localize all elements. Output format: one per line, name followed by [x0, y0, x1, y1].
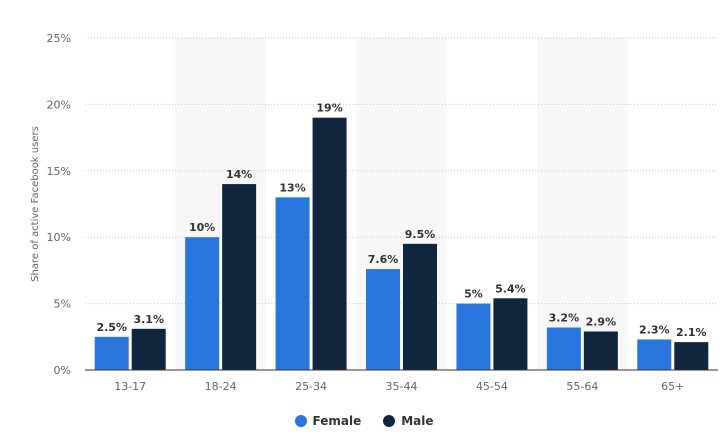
y-tick-label: 5%	[54, 298, 71, 311]
bar-female-13-17[interactable]	[94, 336, 129, 370]
bar-male-65+[interactable]	[674, 342, 709, 370]
x-tick-label: 35-44	[386, 380, 418, 393]
y-tick-labels: 0% 5% 10% 15% 20% 25%	[47, 32, 71, 377]
y-tick-label: 0%	[54, 364, 71, 377]
data-label: 10%	[189, 221, 215, 234]
data-label: 3.2%	[549, 312, 580, 325]
x-tick-label: 25-34	[295, 380, 327, 393]
bar-female-35-44[interactable]	[366, 269, 400, 370]
data-label: 7.6%	[368, 253, 399, 266]
data-labels: 2.5% 3.1% 10% 14% 13% 19% 7.6% 9.5% 5% 5.4% 3.2% 2.…	[96, 102, 706, 339]
x-tick-label: 65+	[661, 380, 684, 393]
bar-male-55-64[interactable]	[583, 331, 618, 370]
x-tick-label: 18-24	[205, 380, 237, 393]
data-label: 13%	[279, 181, 305, 194]
data-label: 2.3%	[639, 323, 670, 336]
category-bands	[175, 38, 628, 370]
legend-marker-female	[294, 415, 307, 427]
data-label: 2.5%	[96, 321, 127, 334]
bar-female-25-34[interactable]	[275, 197, 310, 370]
legend-item-male[interactable]: Male	[383, 414, 434, 428]
legend-marker-male	[383, 415, 396, 427]
bar-female-65+[interactable]	[637, 339, 672, 370]
x-tick-label: 13-17	[114, 380, 146, 393]
data-label: 14%	[226, 168, 252, 181]
bar-female-55-64[interactable]	[546, 327, 581, 370]
bar-male-18-24[interactable]	[222, 184, 257, 370]
y-tick-label: 15%	[47, 165, 71, 178]
data-label: 9.5%	[405, 228, 436, 241]
data-label: 5%	[464, 288, 483, 301]
category-band	[537, 38, 628, 370]
legend: Female Male	[0, 414, 728, 428]
legend-label-male: Male	[401, 414, 434, 428]
y-tick-label: 20%	[47, 98, 71, 111]
bar-male-35-44[interactable]	[403, 243, 437, 370]
bar-male-13-17[interactable]	[131, 328, 166, 370]
y-tick-label: 25%	[47, 32, 71, 45]
data-label: 2.1%	[676, 326, 707, 339]
data-label: 2.9%	[586, 315, 617, 328]
bar-male-25-34[interactable]	[312, 117, 347, 371]
y-tick-label: 10%	[47, 231, 71, 244]
data-label: 3.1%	[133, 313, 164, 326]
y-axis-label: Share of active Facebook users	[30, 126, 41, 282]
bar-female-45-54[interactable]	[456, 303, 491, 370]
bar-male-45-54[interactable]	[493, 298, 528, 370]
legend-item-female[interactable]: Female	[294, 414, 362, 428]
data-label: 5.4%	[495, 282, 526, 295]
bars	[94, 117, 709, 371]
x-tick-label: 55-64	[566, 380, 598, 393]
x-tick-labels: 13-17 18-24 25-34 35-44 45-54 55-64 65+	[114, 380, 684, 393]
legend-label-female: Female	[312, 414, 362, 428]
bar-female-18-24[interactable]	[185, 237, 220, 370]
data-label: 19%	[316, 102, 342, 115]
x-tick-label: 45-54	[476, 380, 508, 393]
